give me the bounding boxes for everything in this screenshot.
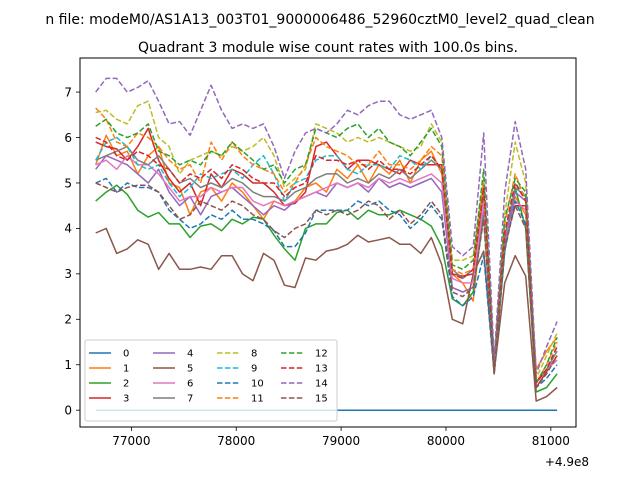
x-offset-label: +4.9e8	[545, 455, 589, 469]
y-tick-label: 4	[64, 222, 72, 236]
y-tick-label: 1	[64, 358, 72, 372]
series-line-14	[95, 77, 558, 375]
series-line-6	[95, 154, 558, 384]
x-tick-label: 80000	[427, 434, 465, 448]
x-tick-label: 81000	[532, 434, 570, 448]
legend-label-11: 11	[251, 394, 264, 405]
y-axis: 0 1 2 3 4 5 6 7	[64, 85, 80, 417]
y-tick-label: 2	[64, 313, 72, 327]
legend-label-7: 7	[187, 394, 193, 405]
x-tick-label: 77000	[112, 434, 150, 448]
legend-label-13: 13	[315, 364, 328, 375]
series-line-11	[95, 107, 558, 384]
y-tick-label: 6	[64, 131, 72, 145]
legend-label-15: 15	[315, 394, 328, 405]
legend-label-2: 2	[123, 379, 129, 390]
legend-label-6: 6	[187, 379, 193, 390]
y-tick-label: 5	[64, 176, 72, 190]
legend-label-14: 14	[315, 379, 328, 390]
y-tick-label: 3	[64, 267, 72, 281]
series-line-5	[95, 227, 558, 402]
x-tick-label: 79000	[322, 434, 360, 448]
legend-label-1: 1	[123, 364, 129, 375]
legend-label-10: 10	[251, 379, 264, 390]
legend-label-4: 4	[187, 349, 193, 360]
y-tick-label: 7	[64, 85, 72, 99]
figure-suptitle: n file: modeM0/AS1A13_003T01_9000006486_…	[45, 12, 594, 28]
plot-frame	[79, 57, 577, 428]
series-line-13	[95, 136, 558, 384]
x-axis: 77000 78000 79000 80000 81000	[112, 427, 570, 448]
plot-area	[94, 77, 558, 411]
legend-label-8: 8	[251, 349, 257, 360]
legend-label-5: 5	[187, 364, 193, 375]
legend-label-12: 12	[315, 349, 328, 360]
legend-label-9: 9	[251, 364, 257, 375]
y-tick-label: 0	[64, 403, 72, 417]
x-tick-label: 78000	[217, 434, 255, 448]
legend-label-0: 0	[123, 349, 129, 360]
legend-label-3: 3	[123, 394, 129, 405]
chart-title: Quadrant 3 module wise count rates with …	[138, 40, 518, 56]
series-layer	[94, 77, 558, 411]
series-line-15	[95, 182, 558, 389]
series-line-10	[95, 177, 558, 389]
legend-frame	[84, 339, 338, 422]
